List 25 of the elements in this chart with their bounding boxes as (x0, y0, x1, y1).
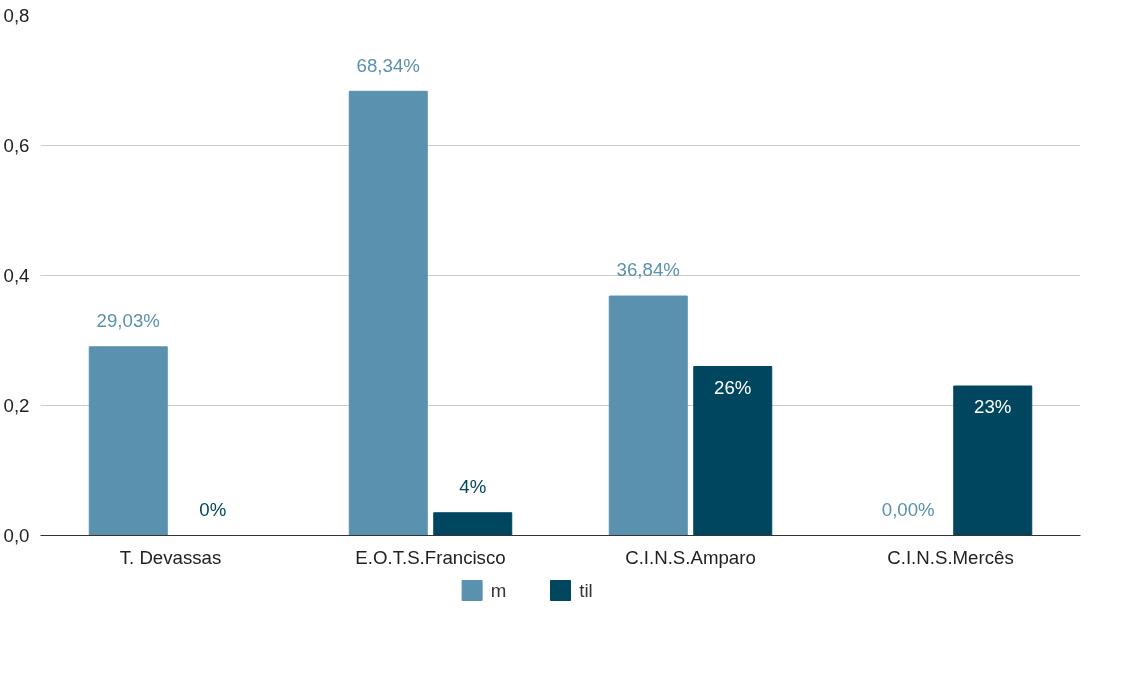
x-tick-label: C.I.N.S.Amparo (625, 546, 756, 568)
bar (953, 385, 1033, 536)
data-label: 36,84% (616, 259, 680, 281)
data-label: 26% (714, 376, 752, 398)
legend-label: til (579, 580, 593, 601)
bar (433, 512, 513, 536)
legend-label: m (490, 580, 507, 601)
bar (608, 295, 688, 536)
data-label: 23% (974, 396, 1012, 418)
y-tick-label: 0,4 (3, 265, 30, 286)
data-label: 0% (199, 498, 227, 520)
data-label: 68,34% (356, 54, 420, 76)
data-label: 29,03% (96, 310, 160, 332)
y-tick-label: 0,0 (3, 525, 30, 546)
bar (88, 346, 168, 536)
bar (693, 366, 773, 536)
data-label: 0,00% (881, 498, 935, 520)
y-tick-label: 0,6 (3, 135, 30, 156)
x-tick-label: T. Devassas (119, 546, 222, 568)
x-tick-label: E.O.T.S.Francisco (355, 546, 506, 568)
x-tick-label: C.I.N.S.Mercês (887, 546, 1014, 568)
y-tick-label: 0,8 (3, 5, 30, 26)
y-tick-label: 0,2 (3, 395, 30, 416)
bar (348, 90, 428, 536)
data-label: 4% (459, 476, 487, 498)
